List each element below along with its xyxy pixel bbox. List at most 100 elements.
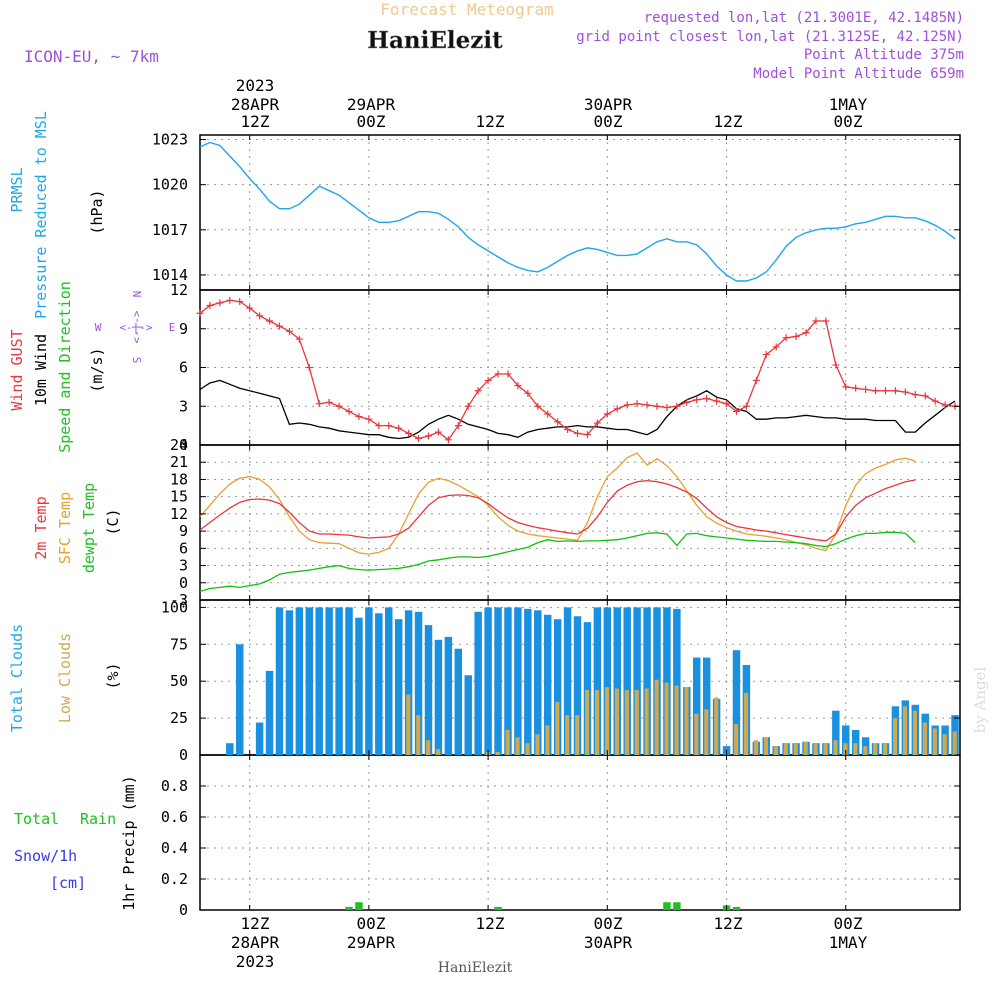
total-cloud-bar (434, 639, 443, 755)
low-cloud-bar (614, 688, 619, 755)
total-cloud-bar (305, 607, 314, 755)
total-cloud-bar (315, 607, 323, 755)
wind-gust-point (653, 402, 661, 410)
low-cloud-bar (763, 737, 768, 755)
y-tick-label: 9 (179, 320, 188, 338)
y-tick-label: 0.4 (161, 839, 188, 857)
wind-gust-point (474, 387, 482, 395)
wind-gust-point (842, 383, 850, 391)
wind-gust-point (603, 410, 611, 418)
total-cloud-bar (454, 648, 463, 755)
wind-gust-point (246, 304, 254, 312)
compass-east: E (169, 321, 176, 334)
wind-gust-label: Wind GUST (8, 329, 26, 410)
low-cloud-bar (585, 690, 590, 755)
top-hour-label: 12Z (714, 112, 743, 131)
wind-unit: (m/s) (88, 347, 106, 392)
wind-gust-point (593, 419, 601, 427)
axis-ticks: 1014101710201023036912-30369121518212402… (152, 131, 960, 919)
wind-gust-point (703, 395, 711, 402)
total-cloud-bar (474, 611, 482, 755)
wind-gust-point (434, 428, 442, 436)
bottom-hour-label: 12Z (714, 914, 743, 933)
wind-gust-point (822, 317, 830, 325)
total-cloud-bar (325, 607, 333, 755)
low-cloud-bar (773, 746, 778, 755)
wind-gust-point (275, 322, 283, 330)
pressure-line (199, 141, 956, 282)
low-cloud-bar (893, 718, 898, 755)
total-cloud-bar (563, 607, 572, 755)
precip-unit: 1hr Precip (mm) (120, 775, 138, 910)
low-cloud-bar (952, 731, 957, 755)
y-tick-label: 0.6 (161, 808, 188, 826)
legend-snow: Snow/1h (14, 847, 77, 865)
wind-gust-point (643, 401, 651, 409)
total-cloud-bar (255, 722, 264, 755)
total-cloud-bar (524, 608, 532, 755)
wind-gust-point (305, 364, 313, 371)
total-cloud-bar (851, 729, 860, 755)
total-clouds-label: Total Clouds (8, 624, 26, 732)
total-cloud-bar (375, 613, 383, 755)
top-date-label: 1MAY (829, 95, 868, 114)
low-cloud-bar (873, 743, 878, 755)
total-cloud-bar (345, 607, 353, 755)
wind-gust-point (544, 410, 552, 418)
total-cloud-bar (842, 725, 850, 755)
total-cloud-bar (832, 710, 840, 755)
top-hour-label: 00Z (357, 112, 386, 131)
wind-gust-point (812, 317, 820, 325)
bottom-year-label: 2023 (236, 952, 275, 971)
wind-gust-point (872, 387, 880, 395)
dewpoint-line (199, 531, 916, 593)
low-cloud-bar (932, 728, 937, 755)
wind-gust-point (484, 376, 492, 384)
bottom-date-label: 28APR (231, 933, 280, 952)
total-cloud-bar (504, 607, 512, 755)
total-cloud-bar (404, 610, 413, 755)
total-cloud-bar (285, 610, 294, 755)
y-tick-label: 12 (170, 281, 188, 299)
low-clouds-label: Low Clouds (56, 633, 74, 723)
total-cloud-bar (673, 608, 681, 755)
low-cloud-bar (644, 688, 649, 755)
top-hour-label: 12Z (241, 112, 270, 131)
wind-gust-point (514, 382, 522, 390)
wind-gust-point (921, 392, 929, 400)
total-cloud-bar (444, 636, 453, 755)
wind-gust-point (713, 397, 721, 405)
wind-gust-point (693, 396, 701, 404)
wind-gust-point (315, 400, 323, 408)
bottom-hour-label: 00Z (357, 914, 386, 933)
bottom-date-label: 30APR (584, 933, 633, 952)
wind-gust-point (752, 376, 760, 384)
wind-gust-point (742, 402, 750, 410)
clouds-unit: (%) (104, 662, 122, 689)
low-cloud-bar (753, 740, 759, 755)
y-tick-label: 0 (179, 574, 188, 592)
top-date-label: 29APR (347, 95, 396, 114)
top-hour-label: 12Z (476, 112, 505, 131)
y-tick-label: 9 (179, 522, 188, 540)
low-cloud-bar (942, 734, 947, 755)
wind-gust-point (266, 317, 274, 325)
low-cloud-bar (565, 715, 570, 755)
wind-gust-point (196, 309, 204, 317)
wind-gust-point (524, 389, 532, 397)
total-cloud-bar (365, 607, 373, 755)
y-tick-label: 1023 (152, 131, 188, 149)
low-cloud-bar (922, 722, 927, 755)
y-tick-label: 18 (170, 470, 188, 488)
watermark: by Angel (971, 666, 989, 733)
low-cloud-bar (833, 740, 838, 755)
low-cloud-bar (595, 690, 600, 755)
total-cloud-bar (702, 657, 711, 755)
low-cloud-bar (495, 752, 500, 755)
rain-bar (355, 902, 363, 910)
wind-gust-point (931, 397, 939, 405)
wind-gust-point (365, 415, 373, 423)
total-cloud-bar (663, 607, 671, 755)
low-cloud-bar (823, 743, 828, 755)
